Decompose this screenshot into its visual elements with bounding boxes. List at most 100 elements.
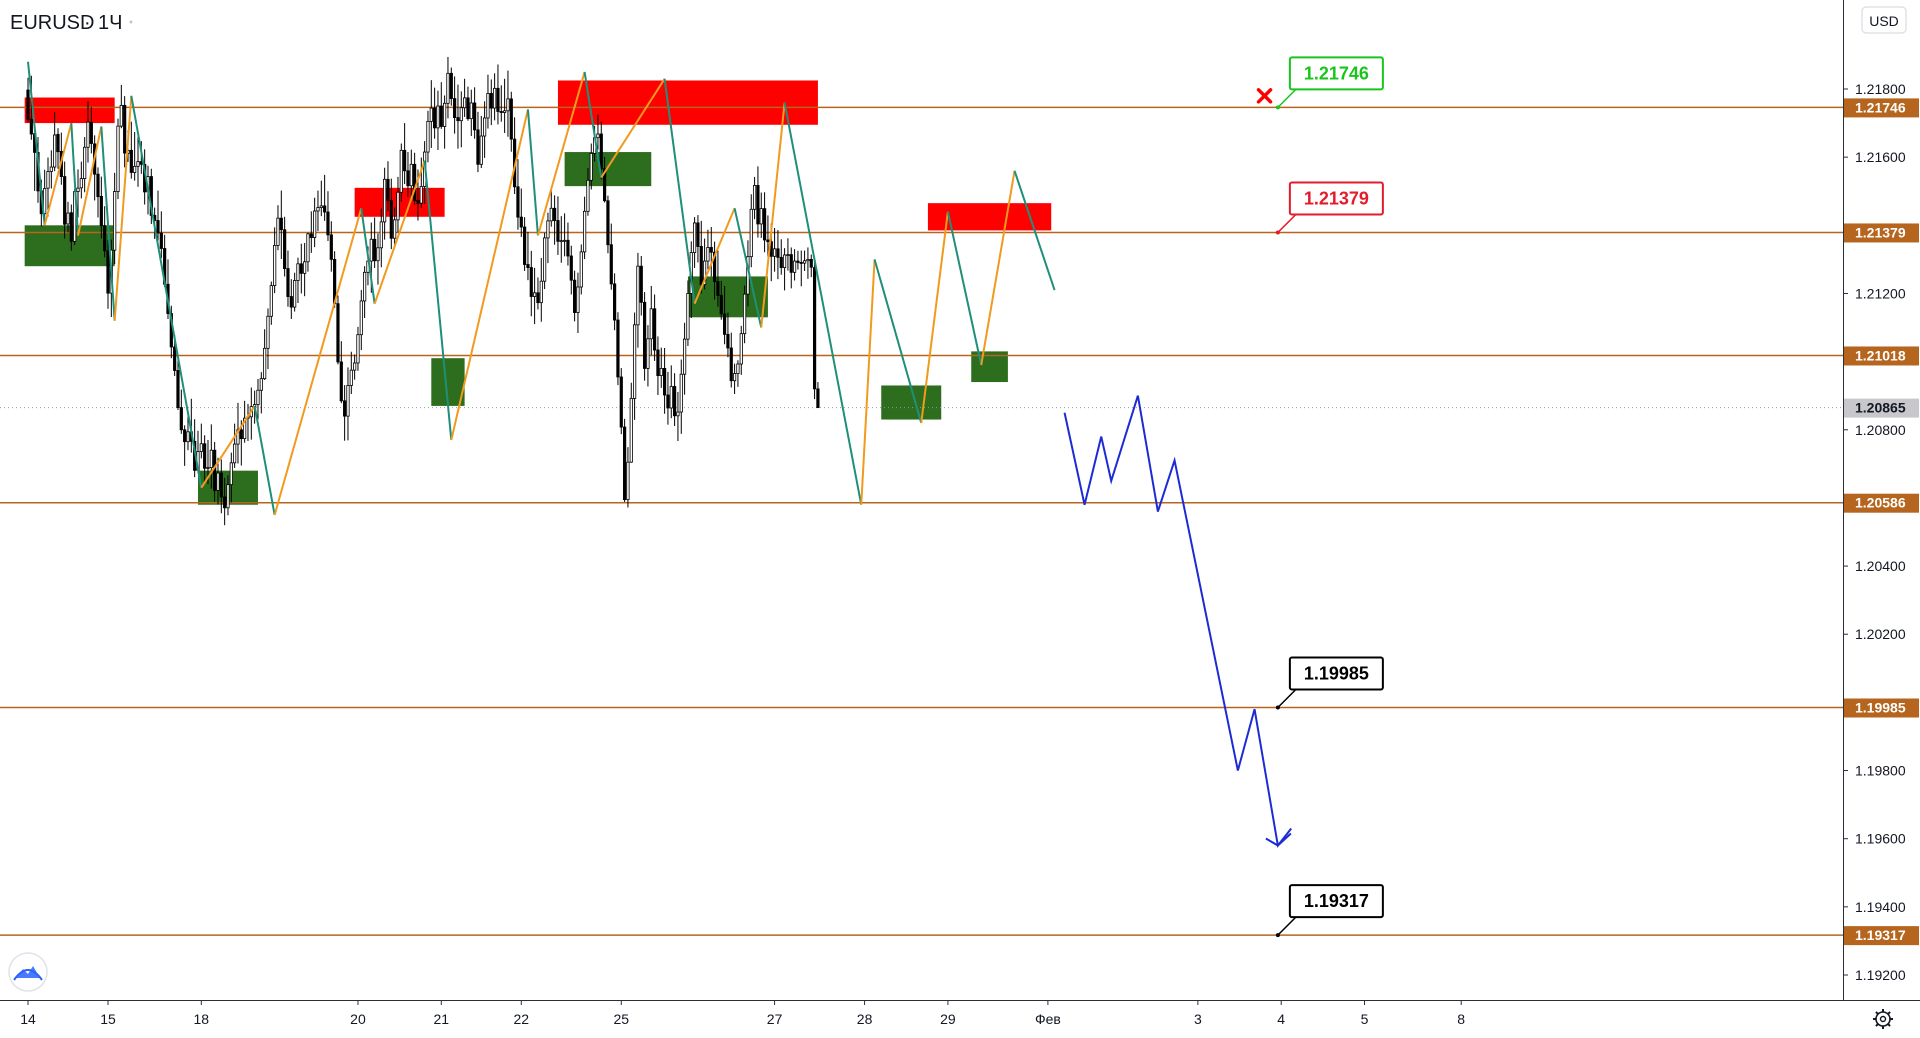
candle-body xyxy=(619,376,623,428)
candle-body xyxy=(53,134,57,168)
zigzag-segment xyxy=(600,78,666,179)
candle-body xyxy=(796,260,800,263)
price-callout[interactable] xyxy=(1288,656,1384,691)
candle-body xyxy=(669,386,673,409)
callout-label: 1.19985 xyxy=(1304,663,1369,683)
candle-body xyxy=(712,251,717,282)
zigzag-segment xyxy=(873,259,923,424)
zigzag-segment xyxy=(733,208,763,328)
level-price-label: 1.21746 xyxy=(1855,99,1906,115)
candle-body xyxy=(326,211,330,236)
candle-body xyxy=(283,229,287,269)
price-callout[interactable] xyxy=(1288,56,1384,91)
callout-anchor xyxy=(1275,105,1280,110)
candle-body xyxy=(709,247,713,253)
candle-body xyxy=(356,334,360,364)
supply-zone xyxy=(24,97,115,124)
currency-button[interactable] xyxy=(1861,6,1907,34)
gear-tooth xyxy=(1887,1023,1891,1027)
candle-body xyxy=(243,417,247,440)
callouts-layer: 1.21746 1.21379 1.19985 1.19317 xyxy=(1256,56,1384,938)
y-tick-label: 1.19200 xyxy=(1855,967,1906,983)
level-price-label: 1.21018 xyxy=(1855,347,1906,363)
demand-zone xyxy=(971,351,1008,383)
candle-body xyxy=(219,472,223,498)
price-callout[interactable] xyxy=(1288,181,1384,216)
chart-header: EURUSD · 1Ч xyxy=(10,12,133,34)
candle-body xyxy=(316,207,320,212)
candle-body xyxy=(226,484,230,509)
tradingview-logo-icon[interactable] xyxy=(8,952,48,992)
candle-body xyxy=(403,149,407,172)
candle-body xyxy=(782,254,787,268)
candle-body xyxy=(329,234,333,260)
candle-body xyxy=(459,107,463,122)
cross-marker-icon xyxy=(1256,88,1273,104)
candle-body xyxy=(499,111,503,113)
candle-body xyxy=(413,163,417,201)
candle-body xyxy=(732,373,737,382)
candle-body xyxy=(303,261,307,274)
candle-body xyxy=(716,281,720,296)
candle-body xyxy=(286,268,290,297)
candle-body xyxy=(762,208,767,241)
candle-body xyxy=(596,133,600,139)
candle-body xyxy=(453,98,457,119)
candle-body xyxy=(393,219,397,239)
candle-body xyxy=(26,89,30,120)
candle-body xyxy=(119,104,123,127)
level-price-badge xyxy=(1844,223,1919,243)
candle-body xyxy=(239,429,243,440)
candle-body xyxy=(229,462,233,486)
symbol-label[interactable]: EURUSD xyxy=(10,12,94,34)
candle-body xyxy=(629,398,633,463)
x-tick-label: 5 xyxy=(1361,1011,1369,1027)
candle-body xyxy=(176,370,180,409)
more-icon[interactable] xyxy=(129,20,133,24)
zigzag-segment xyxy=(70,123,79,236)
candle-body xyxy=(136,161,140,167)
y-tick-label: 1.19600 xyxy=(1855,831,1906,847)
interval-label[interactable]: 1Ч xyxy=(98,12,122,34)
zigzag-segment xyxy=(526,109,539,236)
candle-body xyxy=(553,207,557,221)
candle-body xyxy=(199,443,203,452)
candle-body xyxy=(573,279,577,313)
candle-body xyxy=(79,178,83,189)
candle-body xyxy=(616,319,620,378)
demand-zone xyxy=(564,152,652,187)
price-callout[interactable] xyxy=(1288,884,1384,919)
candle-body xyxy=(759,208,763,225)
zigzag-segment xyxy=(77,126,103,236)
last-price-badge xyxy=(1844,398,1919,418)
candle-body xyxy=(46,171,50,189)
candle-body xyxy=(419,186,423,204)
gear-tooth xyxy=(1887,1011,1891,1015)
time-axis-bg[interactable] xyxy=(0,1000,1843,1038)
candle-body xyxy=(546,220,550,239)
candle-body xyxy=(396,191,400,221)
candle-body xyxy=(466,97,470,120)
candle-body xyxy=(416,200,420,204)
callout-anchor xyxy=(1275,933,1280,938)
callout-anchor xyxy=(1275,230,1280,235)
level-price-badge xyxy=(1844,493,1919,513)
zigzag-segment xyxy=(536,71,586,236)
price-axis-bg[interactable] xyxy=(1843,0,1920,1038)
candle-body xyxy=(579,251,583,288)
candle-body xyxy=(223,496,227,509)
level-price-label: 1.19985 xyxy=(1855,699,1906,715)
candle-body xyxy=(519,216,523,228)
candle-body xyxy=(386,178,390,201)
currency-label: USD xyxy=(1869,13,1899,29)
candle-body xyxy=(706,247,710,262)
candle-body xyxy=(812,267,817,390)
candle-body xyxy=(683,338,687,375)
settings-gear-icon[interactable] xyxy=(1873,1009,1893,1029)
price-axis: 1.21800 1.21600 1.21200 1.20800 1.20400 1.202… xyxy=(1843,0,1920,1038)
projection-layer xyxy=(1063,395,1292,848)
candle-body xyxy=(346,385,350,417)
candle-body xyxy=(463,97,467,109)
zigzag-segment xyxy=(253,405,276,516)
